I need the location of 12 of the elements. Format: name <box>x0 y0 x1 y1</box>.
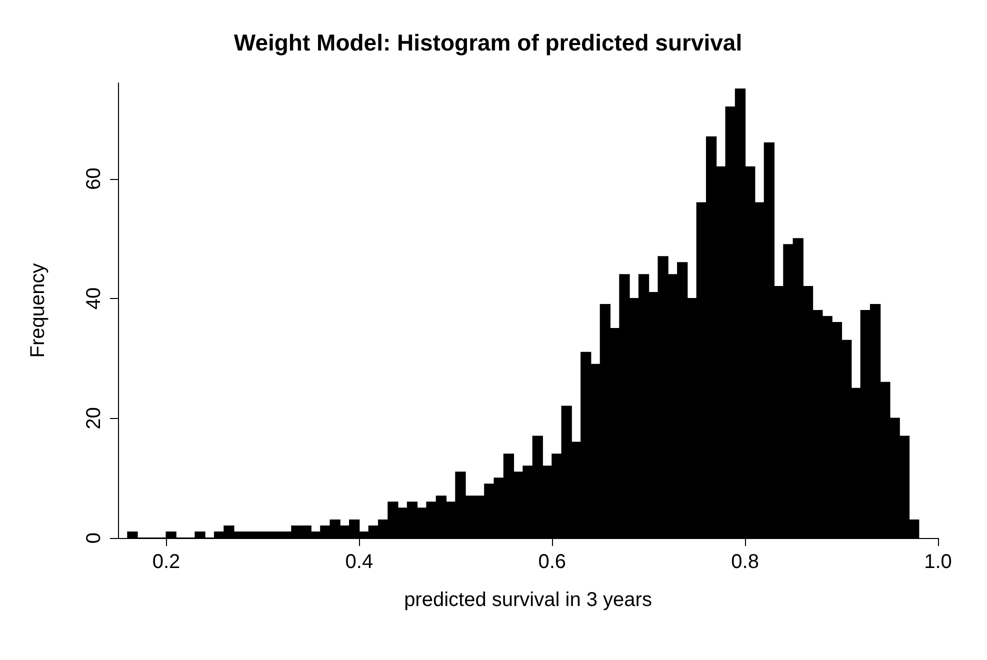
x-tick-label: 1.0 <box>924 551 952 573</box>
y-tick-label: 40 <box>83 287 105 310</box>
chart-title: Weight Model: Histogram of predicted survival <box>234 30 742 56</box>
y-tick-label: 60 <box>83 168 105 190</box>
x-tick-label: 0.2 <box>152 551 180 573</box>
x-tick-label: 0.4 <box>345 551 374 573</box>
x-axis-title: predicted survival in 3 years <box>404 589 652 611</box>
y-axis-title: Frequency <box>27 263 49 358</box>
y-tick-label: 20 <box>83 407 105 430</box>
x-tick-label: 0.8 <box>731 551 759 573</box>
x-tick-label: 0.6 <box>538 551 566 573</box>
y-tick-label: 0 <box>83 532 105 544</box>
